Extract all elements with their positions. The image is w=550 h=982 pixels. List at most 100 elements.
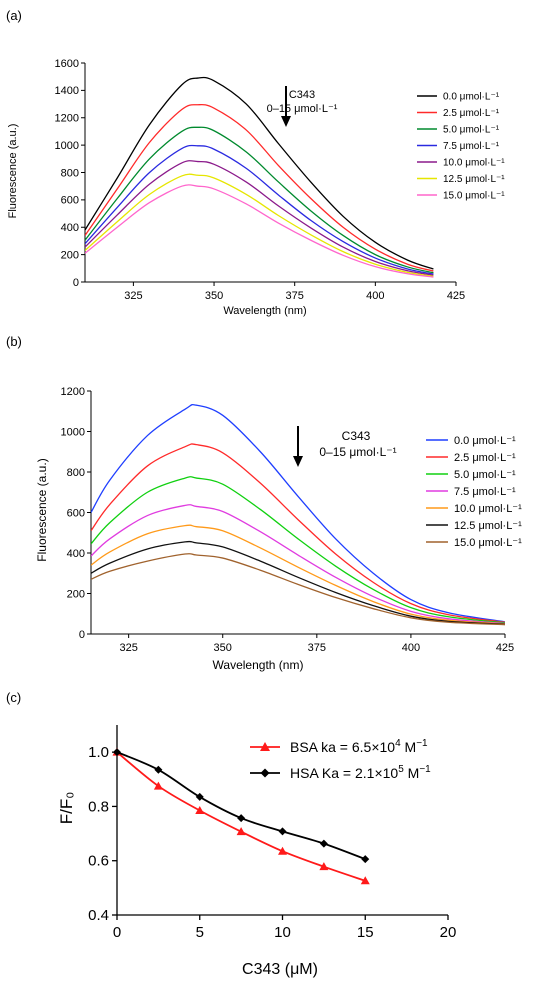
- down-arrow-head-icon: [293, 456, 303, 467]
- series-line-7: [85, 184, 434, 278]
- legend-label-2: HSA Ka = 2.1×105 M−1: [290, 764, 431, 781]
- annotation-a: C343 0–15 μmol·L⁻¹: [267, 86, 338, 127]
- y-tick-label: 1200: [61, 386, 85, 398]
- x-tick-label: 375: [308, 642, 326, 654]
- x-tick-label: 325: [119, 642, 137, 654]
- series-line-6: [91, 540, 505, 625]
- series-line-2: [85, 103, 434, 272]
- y-tick-label: 0: [79, 629, 85, 641]
- annotation-a-line2: 0–15 μmol·L⁻¹: [267, 103, 338, 115]
- panel-label-c: (c): [6, 690, 21, 705]
- series-line-3: [91, 476, 505, 624]
- legend-label-7: 15.0 μmol·L⁻¹: [454, 537, 522, 549]
- y-tick-label: 400: [67, 548, 85, 560]
- x-tick-label: 375: [286, 290, 304, 302]
- plot-area-a: 325 350 375 400 425 0 200 400 600 800 1000 1200 1400…: [55, 58, 466, 302]
- y-tick-label: 0.4: [88, 907, 109, 924]
- x-axis-label-b: Wavelength (nm): [213, 658, 304, 672]
- data-point-2: [361, 855, 370, 864]
- y-tick-label: 200: [67, 588, 85, 600]
- plot-area-c: 0 5 10 15 20 0.4 0.6 0.8 1.0: [88, 725, 456, 941]
- y-tick-label: 0.6: [88, 853, 109, 870]
- data-point-1: [360, 876, 370, 885]
- y-tick-label: 600: [67, 507, 85, 519]
- legend-marker-2: [260, 768, 270, 778]
- series-line-2: [91, 443, 505, 623]
- x-axis-label-c: C343 (μM): [242, 961, 318, 978]
- y-tick-label: 600: [61, 195, 79, 207]
- x-axis-label-a: Wavelength (nm): [223, 305, 306, 317]
- legend-marker-1: [260, 742, 270, 751]
- series-line-4: [91, 504, 505, 625]
- x-tick-label: 0: [113, 924, 121, 941]
- legend-label-4: 7.5 μmol·L⁻¹: [454, 486, 516, 498]
- x-tick-label: 350: [214, 642, 232, 654]
- panel-label-a: (a): [6, 8, 22, 23]
- x-tick-label: 425: [447, 290, 465, 302]
- y-axis-label-b: Fluorescence (a.u.): [35, 458, 49, 561]
- series-line-3: [85, 126, 434, 274]
- legend-b: 0.0 μmol·L⁻¹ 2.5 μmol·L⁻¹ 5.0 μmol·L⁻¹ 7.5 …: [426, 435, 522, 549]
- data-point-1: [236, 827, 246, 836]
- legend-label-7: 15.0 μmol·L⁻¹: [443, 191, 505, 202]
- legend-label-3: 5.0 μmol·L⁻¹: [454, 469, 516, 481]
- series-line-5: [91, 524, 505, 625]
- series-line-6: [85, 173, 434, 277]
- y-tick-label: 400: [61, 222, 79, 234]
- series-line-1: [85, 76, 434, 270]
- data-point-1: [278, 846, 287, 855]
- y-tick-label: 200: [61, 249, 79, 261]
- legend-label-5: 10.0 μmol·L⁻¹: [443, 158, 505, 169]
- panel-c: (c) 0 5 10 15 200.40.60.81.0 C343 (μM) F/F₀ …: [6, 690, 456, 978]
- annotation-b: C343 0–15 μmol·L⁻¹: [293, 426, 397, 467]
- y-axis-label-a: Fluorescence (a.u.): [7, 124, 19, 219]
- x-tick-label: 5: [196, 924, 204, 941]
- data-point-2: [278, 827, 287, 836]
- panel-label-b: (b): [6, 334, 22, 349]
- x-tick-label: 425: [496, 642, 514, 654]
- data-point-2: [113, 748, 121, 757]
- data-point-2: [319, 839, 328, 848]
- down-arrow-head-icon: [281, 116, 291, 127]
- x-tick-label: 15: [357, 924, 374, 941]
- x-tick-label: 20: [440, 924, 457, 941]
- legend-label-2: 2.5 μmol·L⁻¹: [454, 452, 516, 464]
- legend-a: 0.0 μmol·L⁻¹ 2.5 μmol·L⁻¹ 5.0 μmol·L⁻¹ 7.5 …: [417, 92, 505, 202]
- legend-label-3: 5.0 μmol·L⁻¹: [443, 125, 500, 136]
- series-line-4: [85, 144, 434, 275]
- y-tick-label: 1.0: [88, 744, 109, 761]
- x-tick-label: 400: [402, 642, 420, 654]
- y-tick-label: 800: [67, 467, 85, 479]
- plot-area-b: 325 350 375 400 425 0 200 400 600 800 1000 1200: [61, 386, 515, 654]
- legend-label-1: BSA ka = 6.5×104 M−1: [290, 738, 428, 755]
- annotation-b-line1: C343: [342, 429, 371, 443]
- y-tick-label: 800: [61, 167, 79, 179]
- data-point-1: [319, 862, 329, 871]
- y-tick-label: 1000: [61, 426, 85, 438]
- legend-c: BSA ka = 6.5×104 M−1 HSA Ka = 2.1×105 M−1: [250, 738, 431, 781]
- x-tick-label: 350: [205, 290, 223, 302]
- y-tick-label: 1200: [55, 113, 79, 125]
- data-point-2: [154, 765, 163, 774]
- x-tick-label: 10: [274, 924, 291, 941]
- legend-label-2: 2.5 μmol·L⁻¹: [443, 108, 500, 119]
- data-point-2: [195, 792, 204, 801]
- data-point-1: [153, 781, 163, 790]
- y-tick-label: 0.8: [88, 798, 109, 815]
- x-tick-label: 400: [366, 290, 384, 302]
- legend-label-6: 12.5 μmol·L⁻¹: [454, 520, 522, 532]
- panel-b: (b) 325 350 375 400 425 0 200 400 600 800 1000 1200…: [6, 334, 522, 672]
- x-tick-label: 325: [124, 290, 142, 302]
- legend-label-1: 0.0 μmol·L⁻¹: [443, 92, 500, 103]
- series-line-5: [85, 160, 434, 276]
- series-line-1: [91, 404, 505, 623]
- y-tick-label: 1000: [55, 140, 79, 152]
- legend-label-1: 0.0 μmol·L⁻¹: [454, 435, 516, 447]
- y-tick-label: 0: [73, 277, 79, 289]
- panel-a: (a) 325 350 375 400 425 0 200 400 600 800 1000 1200…: [6, 8, 505, 317]
- legend-label-6: 12.5 μmol·L⁻¹: [443, 174, 505, 185]
- legend-label-5: 10.0 μmol·L⁻¹: [454, 503, 522, 515]
- legend-label-4: 7.5 μmol·L⁻¹: [443, 141, 500, 152]
- y-axis-label-c: F/F₀: [57, 792, 76, 825]
